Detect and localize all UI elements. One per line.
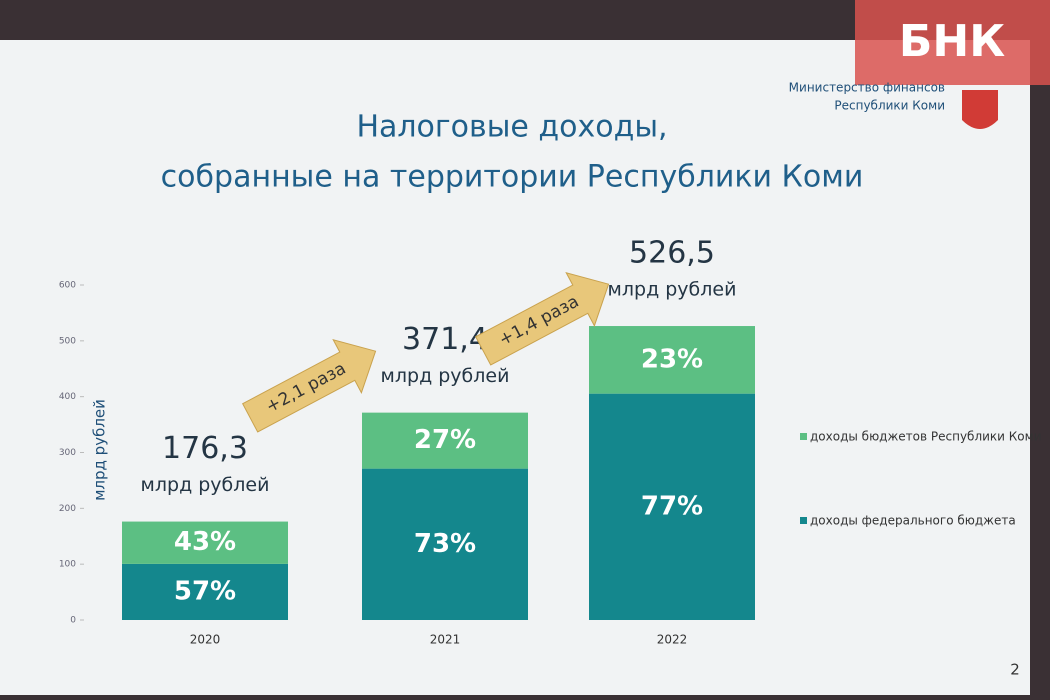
y-tick-label: 300 [59,448,76,458]
total-label: 371,4 [402,322,488,357]
value-label: 73% [414,529,476,559]
watermark: БНК [899,16,1005,67]
value-label: 77% [641,491,703,521]
y-tick-label: 100 [59,560,76,570]
chart-title: Налоговые доходы, [356,110,667,145]
bar-segment [122,563,288,620]
total-unit: млрд рублей [141,474,270,496]
value-label: 27% [414,425,476,455]
x-tick-label: 2020 [190,633,221,647]
watermark-bg [855,0,1050,85]
total-label: 176,3 [162,431,248,466]
bar-segment [589,393,755,620]
value-label: 23% [641,344,703,374]
arrow [242,338,377,433]
page-number: 2 [1010,661,1020,679]
legend-swatch [800,517,807,524]
arrow [475,271,610,366]
bar-segment [589,326,755,394]
y-tick-label: 200 [59,504,76,514]
y-axis-label: млрд рублей [91,399,109,501]
bar-segment [362,468,528,620]
x-tick-label: 2022 [657,633,688,647]
y-tick-label: 500 [59,336,76,346]
ministry: Министерство финансов [789,81,945,95]
y-tick-label: 0 [70,616,76,626]
chart-title: собранные на территории Республики Коми [161,160,864,195]
total-label: 526,5 [629,236,715,271]
ministry: Республики Коми [834,99,945,113]
bar-segment [362,412,528,469]
emblem [962,90,998,129]
x-tick-label: 2021 [430,633,461,647]
value-label: 57% [174,576,236,606]
bar-segment [122,521,288,564]
value-label: 43% [174,527,236,557]
legend-swatch [800,433,807,440]
total-unit: млрд рублей [381,365,510,387]
total-unit: млрд рублей [608,279,737,301]
legend-label: доходы федерального бюджета [810,514,1016,528]
y-tick-label: 400 [59,392,76,402]
y-tick-label: 600 [59,281,76,291]
legend-label: доходы бюджетов Республики Коми [810,430,1042,444]
